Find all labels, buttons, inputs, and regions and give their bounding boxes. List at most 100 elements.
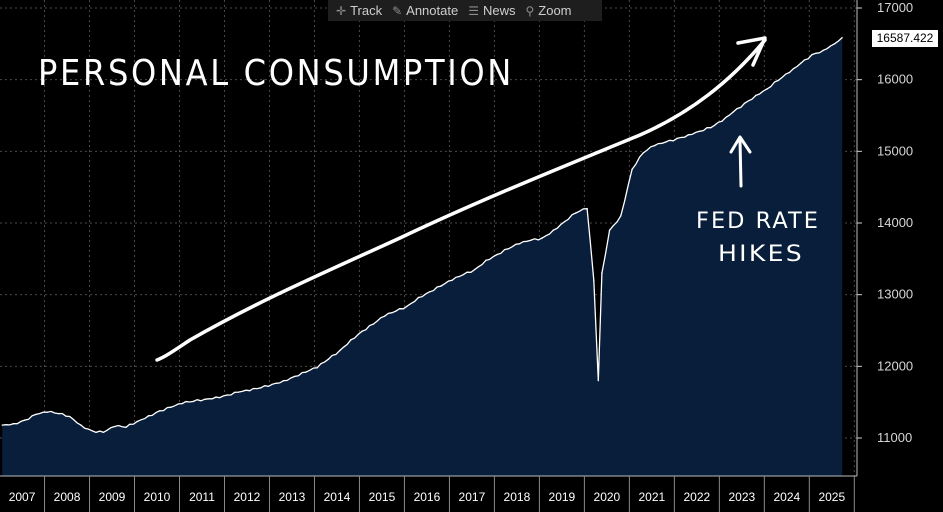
trend-arrow-shaft: [155, 38, 767, 362]
x-tick-label: 2025: [818, 490, 845, 504]
data-point: [788, 71, 791, 74]
data-point: [260, 387, 262, 389]
data-point: [552, 229, 555, 231]
data-point: [417, 296, 420, 299]
data-point: [316, 366, 318, 369]
x-tick-label: 2012: [234, 490, 261, 504]
data-point: [226, 394, 228, 396]
y-tick-label: 14000: [877, 215, 913, 230]
data-point: [841, 36, 843, 39]
data-point: [215, 396, 217, 398]
data-point: [203, 398, 206, 401]
data-point: [170, 406, 172, 408]
data-point: [620, 215, 622, 217]
data-point: [811, 53, 813, 56]
data-point: [23, 419, 26, 421]
data-point: [507, 248, 510, 250]
data-point: [709, 126, 712, 129]
news-button[interactable]: ☰ News: [468, 3, 515, 18]
y-tick-label: 16000: [877, 72, 913, 87]
y-tick-label: 17000: [877, 0, 913, 15]
data-point: [338, 349, 341, 352]
x-tick-label: 2016: [414, 490, 441, 504]
news-label: News: [482, 3, 516, 18]
data-point: [57, 412, 60, 415]
data-point: [766, 88, 768, 90]
x-tick-label: 2011: [189, 490, 215, 504]
x-tick-label: 2018: [504, 490, 531, 504]
data-point: [91, 430, 94, 432]
data-point: [372, 323, 375, 325]
data-point: [799, 62, 802, 64]
data-point: [125, 426, 127, 429]
data-point: [586, 207, 588, 210]
data-point: [305, 371, 307, 373]
zoom-button[interactable]: ⚲ Zoom: [525, 3, 571, 18]
data-point: [687, 134, 690, 136]
data-point: [575, 212, 577, 214]
x-axis-ticks: 2007 2008 2009 2010 2011 2012 2013 2014 2015 2016…: [9, 476, 855, 512]
data-point: [102, 431, 105, 434]
pencil-icon: ✎: [392, 3, 403, 18]
data-point: [12, 422, 15, 425]
y-tick-label: 13000: [877, 287, 913, 302]
x-tick-label: 2022: [683, 490, 710, 504]
x-tick-label: 2021: [639, 490, 666, 504]
data-point: [631, 168, 633, 171]
data-point: [473, 268, 476, 271]
zoom-label: Zoom: [538, 3, 572, 18]
data-point: [496, 253, 498, 256]
data-point: [1, 424, 4, 426]
x-tick-label: 2009: [99, 490, 126, 504]
data-point: [113, 425, 116, 428]
x-tick-label: 2019: [549, 490, 576, 504]
y-tick-label: 12000: [877, 358, 913, 373]
track-button[interactable]: ✛ Track: [336, 3, 382, 18]
data-point: [327, 358, 330, 360]
data-point: [80, 424, 82, 426]
data-point: [593, 279, 595, 282]
data-point: [833, 43, 836, 45]
data-point: [237, 391, 240, 393]
data-point: [136, 420, 139, 423]
data-point: [361, 330, 363, 333]
data-point: [46, 411, 49, 414]
series-line: [2, 37, 843, 434]
headline-annotation: PERSONAL CONSUMPTION: [38, 53, 514, 94]
data-point: [642, 151, 645, 154]
data-point: [608, 229, 611, 231]
data-point: [485, 259, 487, 262]
data-point: [350, 339, 352, 341]
data-point: [721, 120, 723, 123]
data-point: [462, 273, 465, 276]
data-point: [676, 137, 678, 140]
data-point: [181, 402, 183, 405]
data-point: [293, 375, 296, 378]
x-tick-label: 2017: [459, 490, 486, 504]
data-point: [68, 415, 71, 418]
data-point: [192, 400, 195, 403]
y-tick-label: 15000: [877, 143, 913, 158]
annotate-button[interactable]: ✎ Annotate: [392, 3, 458, 18]
data-point: [147, 414, 150, 417]
magnifier-icon: ⚲: [525, 3, 535, 18]
data-point: [597, 379, 600, 382]
y-axis-ticks: 11000 12000 13000 14000 15000 16000 17000: [857, 0, 913, 445]
chart-toolbar: ✛ Track ✎ Annotate ☰ News ⚲ Zoom: [328, 0, 602, 21]
data-points: [1, 36, 843, 434]
data-point: [754, 94, 757, 97]
x-tick-label: 2014: [324, 490, 351, 504]
data-point: [541, 237, 543, 239]
trend-arrow-head: [736, 36, 767, 67]
data-point: [248, 389, 251, 392]
data-point: [383, 315, 386, 317]
data-point: [440, 285, 442, 287]
data-point: [653, 144, 656, 147]
data-point: [35, 413, 37, 416]
data-point: [282, 379, 285, 382]
rate-hikes-annotation-line1: FED RATE: [696, 209, 820, 234]
x-tick-label: 2024: [773, 490, 800, 504]
up-arrow-shaft: [738, 138, 743, 188]
y-tick-label: 11000: [877, 430, 912, 445]
